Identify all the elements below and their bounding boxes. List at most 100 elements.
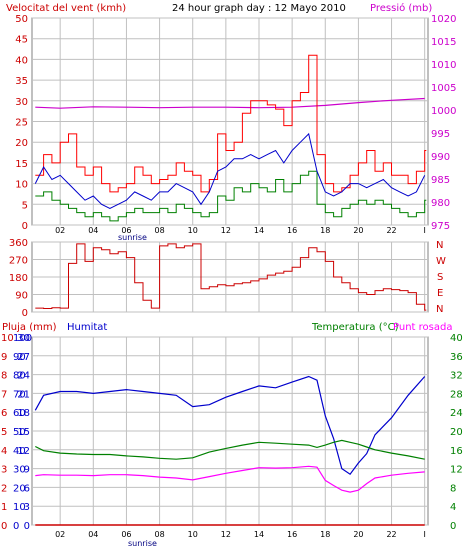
rain-tick-label: 6 — [1, 408, 7, 419]
pressure-tick-label: 995 — [431, 129, 450, 140]
pressure-tick-label: 1015 — [431, 37, 456, 48]
temperature-tick-label: 4 — [450, 502, 456, 513]
rain-tick-label: 0 — [1, 521, 7, 532]
wind-speed-line — [35, 170, 427, 222]
temperature-tick-label: 0 — [450, 521, 456, 532]
x-tick-label-top: 12 — [221, 226, 231, 235]
direction-tick-label: 0 — [22, 308, 28, 319]
rain-tick-label: 2 — [1, 483, 7, 494]
humidity-scale-tick-label: 24 — [17, 371, 30, 382]
rain-tick-label: 7 — [1, 389, 7, 400]
temperature-tick-label: 20 — [450, 427, 463, 438]
temperature-tick-label: 36 — [450, 352, 463, 363]
pressure-tick-label: 990 — [431, 152, 450, 163]
temperature-axis-label: Temperatura (°C) — [311, 322, 399, 333]
humidity-scale-tick-label: 18 — [17, 408, 30, 419]
humidity-tick-label: 60 — [13, 408, 26, 419]
humidity-tick-label: 40 — [13, 446, 26, 457]
humidity-scale-tick-label: 12 — [17, 446, 30, 457]
x-tick-label-bottom: 10 — [188, 530, 198, 539]
pressure-tick-label: 980 — [431, 198, 450, 209]
wind-tick-label: 35 — [15, 76, 28, 87]
chart-series — [34, 54, 427, 526]
x-tick-label-bottom: 16 — [287, 530, 297, 539]
x-tick-label-bottom: 04 — [88, 530, 98, 539]
wind-axis-label: Velocitat del vent (kmh) — [6, 3, 126, 14]
x-tick-label-top: 20 — [353, 226, 363, 235]
x-tick-label-bottom: 18 — [320, 530, 330, 539]
humidity-scale-tick-label: 0 — [24, 521, 30, 532]
wind-gust-line — [35, 54, 427, 193]
compass-label-s: S — [437, 272, 443, 283]
humidity-axis-label: Humitat — [67, 322, 107, 333]
chart-grid — [32, 17, 428, 526]
humidity-tick-label: 30 — [13, 465, 26, 476]
humidity-tick-label: 0 — [13, 521, 19, 532]
wind-tick-label: 50 — [15, 14, 28, 25]
temperature-tick-label: 40 — [450, 333, 463, 344]
wind-tick-label: 45 — [15, 35, 28, 46]
dewpoint-line — [35, 465, 425, 493]
humidity-scale-tick-label: 3 — [24, 502, 30, 513]
humidity-scale-tick-label: 15 — [17, 427, 30, 438]
x-tick-label-top: 10 — [188, 226, 198, 235]
temperature-tick-label: 32 — [450, 371, 463, 382]
x-tick-label-top: 08 — [154, 226, 164, 235]
x-tick-label-bottom: 08 — [154, 530, 164, 539]
direction-tick-label: 90 — [15, 291, 28, 302]
dewpoint-axis-label: Punt rosada — [393, 322, 452, 333]
pressure-tick-label: 1010 — [431, 60, 456, 71]
rain-axis-label: Pluja (mm) — [2, 322, 57, 333]
pressure-tick-label: 985 — [431, 175, 450, 186]
x-tick-label-bottom: 02 — [55, 530, 65, 539]
temperature-tick-label: 28 — [450, 389, 463, 400]
x-tick-label-top: 06 — [121, 226, 131, 235]
humidity-tick-label: 100 — [13, 333, 32, 344]
wind-tick-label: 5 — [22, 200, 28, 211]
x-tick-label-bottom: I — [424, 530, 426, 539]
humidity-scale-tick-label: 9 — [24, 465, 30, 476]
pressure-tick-label: 1000 — [431, 106, 456, 117]
humidity-tick-label: 50 — [13, 427, 26, 438]
temperature-line — [35, 439, 425, 460]
rain-tick-label: 10 — [1, 333, 14, 344]
direction-tick-label: 180 — [9, 273, 28, 284]
rain-tick-label: 1 — [1, 502, 7, 513]
direction-tick-label: 270 — [9, 256, 28, 267]
pressure-tick-label: 975 — [431, 221, 450, 232]
rain-tick-label: 4 — [1, 446, 7, 457]
wind-tick-label: 30 — [15, 97, 28, 108]
wind-tick-label: 20 — [15, 138, 28, 149]
humidity-tick-label: 70 — [13, 389, 26, 400]
chart-axes: 0202040406060808101012121414161618182020… — [1, 14, 463, 539]
rain-tick-label: 5 — [1, 427, 7, 438]
x-tick-label-bottom: 06 — [121, 530, 131, 539]
wind-tick-label: 15 — [15, 159, 28, 170]
x-tick-label-top: 04 — [88, 226, 98, 235]
temperature-tick-label: 24 — [450, 408, 463, 419]
compass-label-n-top: N — [436, 240, 443, 251]
pressure-line — [35, 97, 425, 109]
compass-label-n-bottom: N — [436, 304, 443, 315]
humidity-line — [34, 375, 426, 476]
temperature-tick-label: 8 — [450, 483, 456, 494]
humidity-tick-label: 10 — [13, 502, 26, 513]
humidity-tick-label: 80 — [13, 371, 26, 382]
humidity-scale-tick-label: 6 — [24, 483, 30, 494]
temperature-tick-label: 12 — [450, 465, 463, 476]
x-tick-label-bottom: 14 — [254, 530, 264, 539]
x-tick-label-top: I — [424, 226, 426, 235]
temperature-tick-label: 16 — [450, 446, 463, 457]
x-tick-label-top: 14 — [254, 226, 264, 235]
x-tick-label-top: 22 — [386, 226, 396, 235]
pressure-tick-label: 1020 — [431, 14, 456, 25]
direction-tick-label: 360 — [9, 238, 28, 249]
x-tick-label-bottom: 12 — [221, 530, 231, 539]
humidity-scale-tick-label: 27 — [17, 352, 30, 363]
x-tick-label-top: 02 — [55, 226, 65, 235]
pressure-axis-label: Pressió (mb) — [370, 2, 432, 14]
pressure-tick-label: 1005 — [431, 83, 456, 94]
compass-label-w: W — [436, 256, 446, 267]
